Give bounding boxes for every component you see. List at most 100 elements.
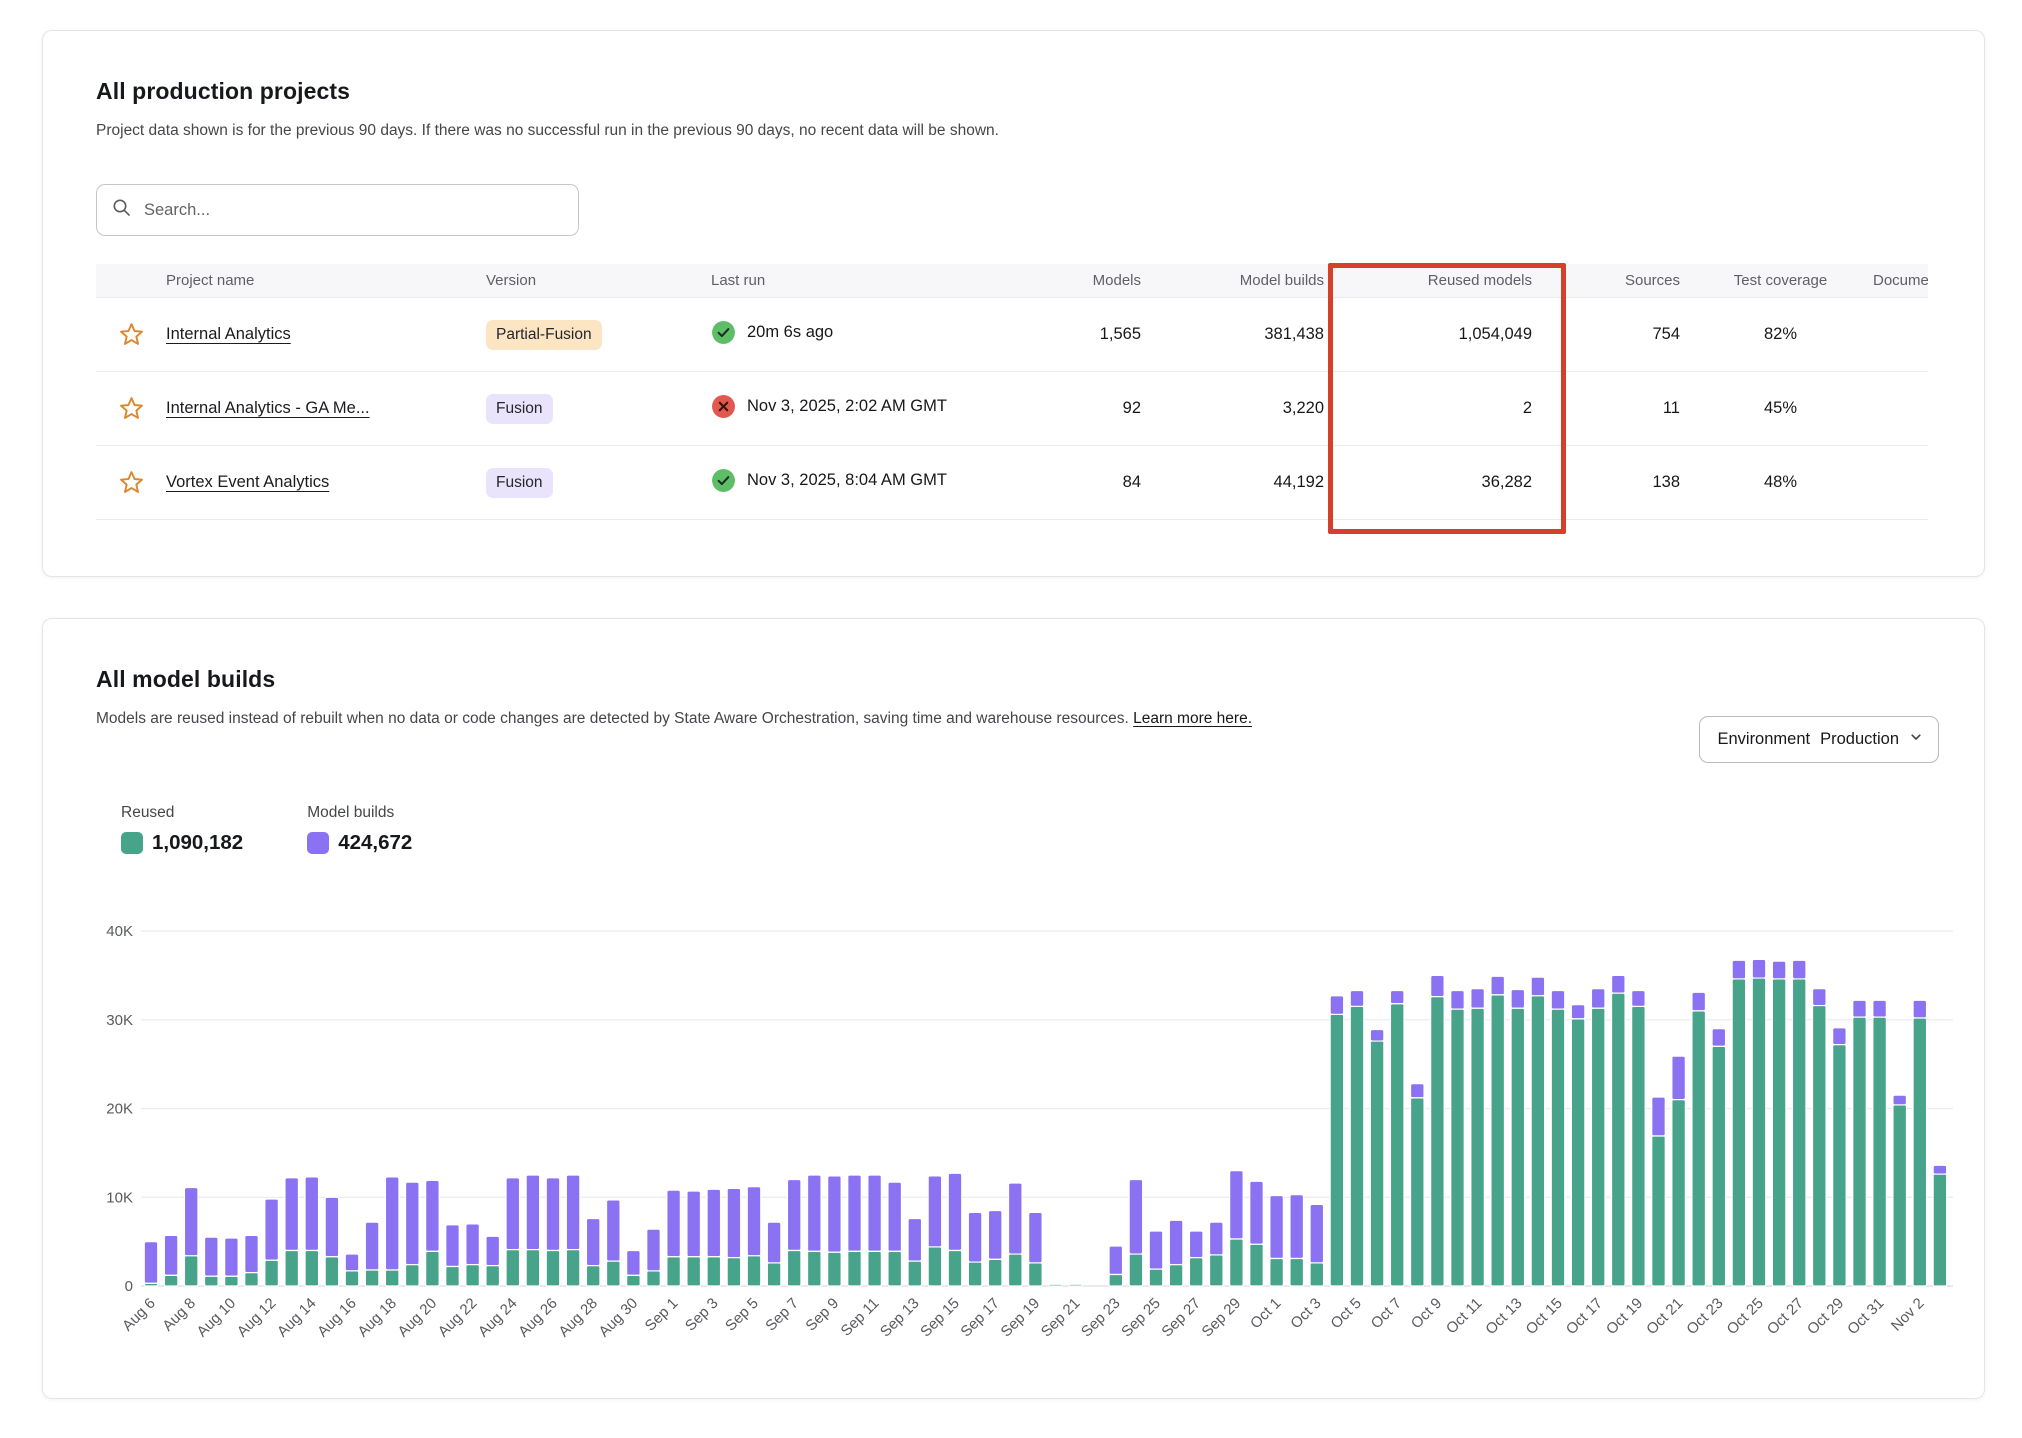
bar-model-builds[interactable] bbox=[848, 1175, 862, 1251]
bar-model-builds[interactable] bbox=[1732, 960, 1746, 979]
bar-reused[interactable] bbox=[546, 1251, 560, 1287]
bar-model-builds[interactable] bbox=[1752, 959, 1766, 978]
bar-model-builds[interactable] bbox=[787, 1180, 801, 1251]
bar-model-builds[interactable] bbox=[345, 1254, 359, 1271]
bar-reused[interactable] bbox=[1853, 1017, 1867, 1286]
bar-reused[interactable] bbox=[787, 1251, 801, 1287]
bar-reused[interactable] bbox=[345, 1271, 359, 1286]
bar-reused[interactable] bbox=[1129, 1254, 1143, 1286]
bar-model-builds[interactable] bbox=[586, 1219, 600, 1266]
bar-model-builds[interactable] bbox=[1009, 1183, 1023, 1254]
bar-reused[interactable] bbox=[1792, 979, 1806, 1286]
bar-model-builds[interactable] bbox=[1913, 1000, 1927, 1018]
bar-model-builds[interactable] bbox=[526, 1175, 540, 1250]
bar-model-builds[interactable] bbox=[928, 1176, 942, 1247]
bar-reused[interactable] bbox=[1652, 1136, 1666, 1286]
bar-reused[interactable] bbox=[1772, 979, 1786, 1286]
bar-model-builds[interactable] bbox=[1632, 990, 1646, 1006]
bar-model-builds[interactable] bbox=[607, 1200, 621, 1261]
bar-model-builds[interactable] bbox=[1330, 996, 1344, 1015]
bar-reused[interactable] bbox=[1230, 1239, 1244, 1286]
bar-reused[interactable] bbox=[1411, 1098, 1425, 1286]
bar-model-builds[interactable] bbox=[446, 1225, 460, 1267]
project-name-link[interactable]: Internal Analytics bbox=[166, 325, 291, 343]
bar-reused[interactable] bbox=[385, 1270, 399, 1286]
bar-reused[interactable] bbox=[506, 1250, 520, 1286]
bar-model-builds[interactable] bbox=[265, 1199, 279, 1260]
bar-model-builds[interactable] bbox=[205, 1237, 219, 1276]
bar-model-builds[interactable] bbox=[948, 1173, 962, 1250]
bar-reused[interactable] bbox=[627, 1275, 641, 1286]
bar-model-builds[interactable] bbox=[727, 1188, 741, 1257]
bar-model-builds[interactable] bbox=[1772, 961, 1786, 979]
bar-reused[interactable] bbox=[968, 1262, 982, 1286]
bar-reused[interactable] bbox=[1471, 1008, 1485, 1286]
bar-reused[interactable] bbox=[868, 1251, 882, 1286]
bar-reused[interactable] bbox=[1571, 1019, 1585, 1286]
bar-reused[interactable] bbox=[1451, 1009, 1465, 1286]
bar-reused[interactable] bbox=[1149, 1269, 1163, 1286]
bar-reused[interactable] bbox=[848, 1251, 862, 1286]
bar-reused[interactable] bbox=[446, 1266, 460, 1286]
bar-model-builds[interactable] bbox=[888, 1182, 902, 1251]
bar-model-builds[interactable] bbox=[506, 1178, 520, 1250]
bar-model-builds[interactable] bbox=[1853, 1000, 1867, 1017]
bar-model-builds[interactable] bbox=[1491, 976, 1505, 995]
bar-model-builds[interactable] bbox=[1813, 989, 1827, 1006]
bar-model-builds[interactable] bbox=[808, 1175, 822, 1251]
star-icon[interactable] bbox=[118, 395, 145, 422]
bar-reused[interactable] bbox=[184, 1256, 198, 1286]
bar-reused[interactable] bbox=[1591, 1008, 1605, 1286]
bar-model-builds[interactable] bbox=[385, 1177, 399, 1270]
bar-model-builds[interactable] bbox=[968, 1212, 982, 1262]
bar-reused[interactable] bbox=[426, 1251, 440, 1286]
bar-reused[interactable] bbox=[707, 1257, 721, 1286]
bar-model-builds[interactable] bbox=[1511, 990, 1525, 1009]
bar-reused[interactable] bbox=[888, 1251, 902, 1286]
bar-reused[interactable] bbox=[225, 1276, 239, 1286]
bar-model-builds[interactable] bbox=[868, 1175, 882, 1251]
bar-model-builds[interactable] bbox=[627, 1251, 641, 1276]
bar-reused[interactable] bbox=[1270, 1258, 1284, 1286]
bar-model-builds[interactable] bbox=[1230, 1171, 1244, 1239]
project-name-link[interactable]: Vortex Event Analytics bbox=[166, 473, 329, 491]
bar-reused[interactable] bbox=[1169, 1265, 1183, 1286]
bar-model-builds[interactable] bbox=[1250, 1181, 1264, 1244]
bar-model-builds[interactable] bbox=[1792, 960, 1806, 979]
bar-reused[interactable] bbox=[908, 1261, 922, 1286]
bar-reused[interactable] bbox=[1009, 1254, 1023, 1286]
bar-reused[interactable] bbox=[1049, 1284, 1063, 1286]
bar-reused[interactable] bbox=[325, 1257, 339, 1286]
bar-model-builds[interactable] bbox=[305, 1177, 319, 1251]
bar-model-builds[interactable] bbox=[1672, 1056, 1686, 1099]
bar-reused[interactable] bbox=[406, 1265, 420, 1286]
bar-model-builds[interactable] bbox=[647, 1229, 661, 1271]
bar-model-builds[interactable] bbox=[1591, 989, 1605, 1009]
bar-model-builds[interactable] bbox=[1390, 990, 1404, 1003]
bar-reused[interactable] bbox=[305, 1251, 319, 1287]
bar-reused[interactable] bbox=[928, 1247, 942, 1286]
bar-model-builds[interactable] bbox=[1893, 1095, 1907, 1105]
bar-reused[interactable] bbox=[1873, 1017, 1887, 1286]
bar-model-builds[interactable] bbox=[325, 1197, 339, 1256]
bar-reused[interactable] bbox=[265, 1260, 279, 1286]
bar-model-builds[interactable] bbox=[1169, 1220, 1183, 1264]
bar-model-builds[interactable] bbox=[1652, 1097, 1666, 1136]
bar-model-builds[interactable] bbox=[767, 1222, 781, 1263]
bar-model-builds[interactable] bbox=[1129, 1180, 1143, 1255]
bar-model-builds[interactable] bbox=[365, 1222, 379, 1270]
bar-reused[interactable] bbox=[466, 1265, 480, 1286]
bar-model-builds[interactable] bbox=[1571, 1005, 1585, 1019]
bar-model-builds[interactable] bbox=[667, 1190, 681, 1257]
search-input[interactable] bbox=[142, 200, 563, 221]
bar-model-builds[interactable] bbox=[1451, 990, 1465, 1009]
bar-model-builds[interactable] bbox=[1873, 1000, 1887, 1017]
bar-reused[interactable] bbox=[164, 1275, 178, 1286]
bar-reused[interactable] bbox=[1210, 1255, 1224, 1286]
bar-model-builds[interactable] bbox=[988, 1211, 1002, 1260]
bar-model-builds[interactable] bbox=[828, 1176, 842, 1252]
bar-model-builds[interactable] bbox=[1411, 1084, 1425, 1098]
bar-reused[interactable] bbox=[767, 1263, 781, 1286]
bar-reused[interactable] bbox=[1370, 1041, 1384, 1286]
bar-reused[interactable] bbox=[1551, 1009, 1565, 1286]
